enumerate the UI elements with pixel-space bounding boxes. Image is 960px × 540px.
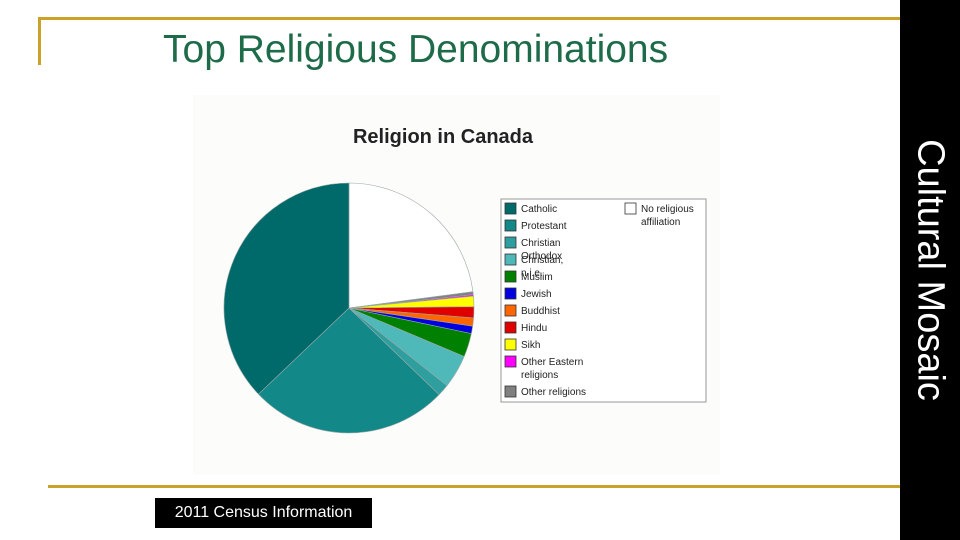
legend-label-other-eastern-religions: Other Eastern religions bbox=[521, 357, 583, 381]
legend-label-no-religious-affiliation: No religious affiliation bbox=[641, 204, 694, 228]
legend-label-sikh: Sikh bbox=[521, 340, 540, 351]
legend-label-hindu: Hindu bbox=[521, 323, 547, 334]
census-caption: 2011 Census Information bbox=[155, 498, 372, 528]
side-title: Cultural Mosaic bbox=[909, 139, 952, 401]
pie-slice-catholic bbox=[223, 182, 350, 395]
legend-label-christian-n-i-e: Christian, n.i.e. bbox=[521, 255, 563, 279]
legend-label-buddhist: Buddhist bbox=[521, 306, 560, 317]
legend-swatch-hindu bbox=[504, 321, 517, 334]
legend-swatch-catholic bbox=[504, 202, 517, 215]
left-accent-rule bbox=[38, 17, 41, 65]
legend-swatch-jewish bbox=[504, 287, 517, 300]
legend-label-muslim: Muslim bbox=[521, 272, 553, 283]
legend-swatch-muslim bbox=[504, 270, 517, 283]
legend-items: Catholic Protestant Christian OrthodoxChris… bbox=[504, 202, 694, 398]
legend-swatch-other-religions bbox=[504, 385, 517, 398]
bottom-accent-rule bbox=[48, 485, 900, 488]
pie-slices bbox=[223, 182, 475, 434]
legend-swatch-sikh bbox=[504, 338, 517, 351]
legend-label-jewish: Jewish bbox=[521, 289, 552, 300]
top-accent-rule bbox=[38, 17, 900, 20]
pie-slice-protestant bbox=[258, 307, 440, 434]
side-bar bbox=[900, 0, 960, 540]
legend-swatch-christian-orthodox bbox=[504, 236, 517, 249]
legend-swatch-protestant bbox=[504, 219, 517, 232]
chart-legend bbox=[500, 198, 707, 403]
legend-label-other-religions: Other religions bbox=[521, 387, 586, 398]
legend-label-catholic: Catholic bbox=[521, 204, 557, 215]
legend-swatch-christian-n-i-e bbox=[504, 253, 517, 266]
religion-pie-chart: Religion in Canada Catholic Protestant Chr… bbox=[193, 95, 720, 475]
legend-swatch-other-eastern-religions bbox=[504, 355, 517, 368]
legend-label-protestant: Protestant bbox=[521, 221, 567, 232]
legend-swatch-no-religious-affiliation bbox=[624, 202, 637, 215]
legend-swatch-buddhist bbox=[504, 304, 517, 317]
pie-slice-no-religious-affiliation bbox=[348, 182, 474, 309]
legend-label-christian-orthodox: Christian Orthodox bbox=[521, 238, 562, 262]
chart-title: Religion in Canada bbox=[353, 126, 534, 148]
slide-title: Top Religious Denominations bbox=[163, 28, 669, 71]
